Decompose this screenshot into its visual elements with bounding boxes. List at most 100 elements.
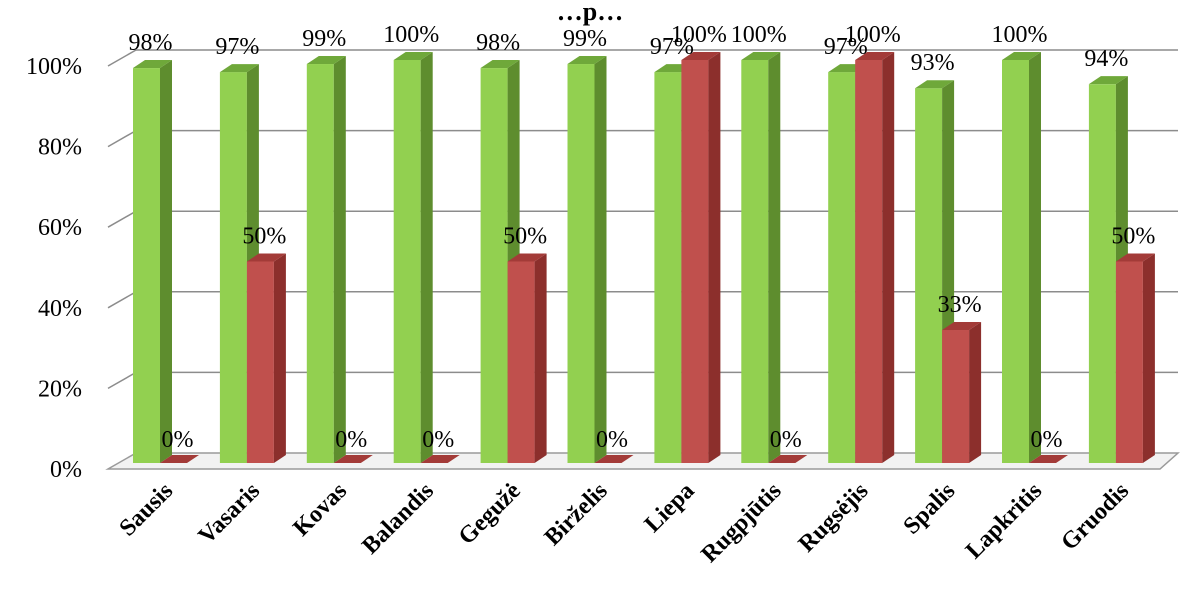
bar-green-2: [306, 56, 346, 463]
bar-green-5: [567, 56, 607, 463]
bar-green-3: [393, 52, 433, 463]
data-label: 99%: [563, 26, 607, 52]
data-label: 0%: [422, 427, 454, 453]
y-tick-label: 60%: [38, 215, 82, 241]
y-tick-label: 80%: [38, 135, 82, 161]
bar-green-10: [1002, 52, 1041, 463]
bar-front: [1088, 84, 1116, 464]
data-label: 50%: [242, 224, 286, 250]
bar-front: [654, 72, 682, 463]
bar-top: [1088, 76, 1128, 85]
bar-top: [507, 253, 547, 262]
data-label: 97%: [215, 34, 259, 60]
data-label: 0%: [596, 427, 628, 453]
bar-red-6: [681, 52, 721, 463]
data-label: 100%: [992, 22, 1048, 48]
x-axis: Sausis Vasaris Kovas Balandis Gegužė Birželis…: [115, 478, 1135, 568]
bar-front: [480, 68, 508, 463]
x-tick-label: Gegužė: [454, 478, 526, 550]
data-label: 98%: [476, 30, 520, 56]
x-tick-label: Gruodis: [1056, 478, 1134, 556]
bar-front: [828, 72, 856, 463]
bar-red-7: [768, 455, 808, 463]
bar-top: [219, 64, 259, 73]
bar-top: [741, 52, 781, 60]
bar-red-1: [246, 253, 286, 463]
chart-title: …p…: [557, 0, 623, 26]
bar-side: [420, 52, 433, 463]
bar-side: [534, 253, 547, 463]
data-label: 50%: [1111, 224, 1155, 250]
floor-plane: [105, 452, 1180, 470]
bar-side: [969, 322, 982, 463]
bar-side: [594, 56, 607, 463]
bar-green-7: [741, 52, 781, 463]
bar-top: [1115, 253, 1155, 262]
bar-front: [1115, 261, 1143, 463]
bar-top: [1002, 52, 1041, 60]
bar-top: [246, 253, 286, 262]
bar-side: [273, 253, 286, 463]
gridline-depth: [107, 129, 137, 148]
bar-red-5: [594, 455, 634, 463]
x-tick-label: Balandis: [357, 478, 439, 560]
bar-side: [1142, 253, 1155, 463]
bar-red-2: [333, 455, 373, 463]
bar-top: [594, 455, 634, 463]
data-label: 100%: [671, 22, 727, 48]
data-labels: 98%0%97%50%99%0%100%0%98%50%99%0%97%100%…: [129, 22, 1156, 453]
x-tick-label: Sausis: [115, 478, 179, 542]
bar-red-3: [420, 455, 460, 463]
x-tick-label: Kovas: [288, 478, 352, 542]
bar-side: [708, 52, 721, 463]
bar-red-11: [1115, 253, 1155, 463]
bar-front: [219, 72, 247, 463]
bar-top: [480, 60, 520, 69]
data-label: 93%: [911, 50, 955, 76]
bar-side: [333, 56, 346, 463]
bar-front: [1002, 60, 1029, 463]
bar-front: [246, 261, 274, 463]
bar-top: [855, 52, 895, 60]
bar-top: [420, 455, 460, 463]
bar-top: [306, 56, 346, 65]
bar-top: [1029, 455, 1068, 463]
data-label: 100%: [731, 22, 787, 48]
y-tick-label: 40%: [38, 296, 82, 322]
bar-side: [882, 52, 895, 463]
data-label: 100%: [845, 22, 901, 48]
data-label: 0%: [162, 427, 194, 453]
data-label: 97%: [824, 34, 868, 60]
bar-front: [855, 60, 883, 463]
bar-green-0: [133, 60, 172, 464]
data-label: 94%: [1084, 46, 1128, 72]
bar-front: [133, 68, 160, 463]
bar-top: [567, 56, 607, 65]
bar-top: [942, 322, 982, 331]
bar-top: [160, 455, 199, 463]
data-label: 0%: [335, 427, 367, 453]
data-label: 0%: [770, 427, 802, 453]
bar-top: [133, 60, 172, 69]
bar-side: [768, 52, 781, 463]
data-label: 99%: [302, 26, 346, 52]
data-label: 98%: [129, 30, 173, 56]
bars: [133, 52, 1155, 464]
bar-red-9: [942, 322, 982, 463]
x-tick-label: Vasaris: [194, 478, 266, 550]
data-label: 33%: [938, 292, 982, 318]
x-tick-label: Lapkritis: [961, 478, 1047, 564]
data-label: 0%: [1031, 427, 1063, 453]
bar-top: [393, 52, 433, 60]
x-tick-label: Liepa: [640, 478, 700, 538]
data-label: 97%: [650, 34, 694, 60]
bar-side: [1029, 52, 1041, 463]
bar-front: [306, 64, 334, 463]
gridline-depth: [107, 291, 137, 309]
y-axis: 0% 20% 40% 60% 80% 100%: [26, 54, 82, 483]
bar-front: [393, 60, 421, 463]
bar-front: [567, 64, 595, 463]
y-tick-label: 20%: [38, 376, 82, 402]
y-tick-label: 100%: [26, 54, 82, 80]
